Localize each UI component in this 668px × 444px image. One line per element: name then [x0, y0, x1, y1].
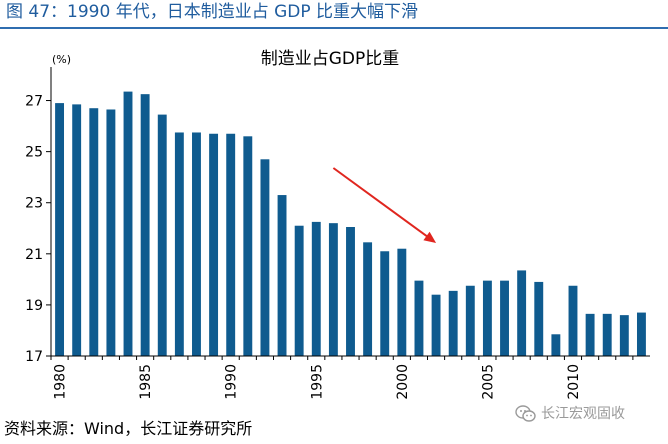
watermark: 长江宏观固收: [515, 402, 665, 426]
y-tick-label: 19: [25, 298, 43, 314]
bar-1984: [123, 91, 133, 356]
y-tick-label: 25: [25, 145, 43, 161]
bar-1985: [140, 94, 150, 356]
arrow-head: [423, 231, 437, 243]
bar-1980: [55, 103, 65, 356]
bar-2006: [500, 280, 509, 356]
axes-group: [46, 67, 650, 360]
x-tick-label: 1990: [224, 364, 240, 400]
bar-1988: [192, 132, 201, 356]
bar-1992: [260, 159, 270, 356]
bar-2004: [465, 285, 475, 356]
bar-2012: [602, 313, 612, 356]
bar-2007: [517, 270, 527, 356]
bar-2001: [414, 280, 424, 356]
x-tick-label: 1980: [53, 364, 69, 400]
bar-2003: [448, 290, 458, 356]
bar-1998: [363, 242, 373, 356]
bar-2013: [619, 315, 629, 356]
source-note: 资料来源：Wind，长江证券研究所: [4, 419, 253, 438]
chart-title: 制造业占GDP比重: [261, 49, 400, 69]
bar-1994: [294, 225, 304, 356]
bar-1987: [174, 132, 184, 356]
bar-1996: [328, 223, 338, 356]
x-tick-labels: 1980 1985 1990 1995 2000 2005 2010: [53, 364, 582, 400]
y-tick-label: 27: [25, 94, 43, 110]
figure-title: 图 47：1990 年代，日本制造业占 GDP 比重大幅下滑: [6, 2, 419, 22]
bar-2010: [568, 285, 578, 356]
bar-1997: [346, 227, 355, 356]
bars-group: [55, 91, 646, 357]
bar-2011: [585, 313, 595, 356]
x-tick-label: 1995: [309, 364, 325, 400]
bar-1995: [311, 221, 321, 356]
bar-1989: [209, 133, 219, 356]
y-tick-label: 17: [25, 349, 43, 365]
x-tick-label: 2010: [566, 364, 582, 400]
bar-1993: [277, 195, 287, 356]
y-tick-labels: 17 19 21 23 25 27: [25, 94, 43, 365]
arrow-shaft: [332, 167, 429, 238]
wechat-icon: [515, 405, 536, 422]
y-tick-label: 21: [25, 247, 43, 263]
x-tick-label: 1985: [138, 364, 154, 400]
bar-1982: [89, 108, 99, 357]
bar-1991: [243, 136, 253, 356]
y-unit-label: (%): [52, 53, 71, 66]
x-tick-label: 2000: [395, 364, 411, 400]
trend-arrow: [332, 167, 437, 243]
x-tick-label: 2005: [480, 364, 496, 400]
bar-2009: [551, 334, 561, 356]
bar-1981: [72, 104, 82, 356]
bar-2014: [636, 312, 646, 356]
bar-1986: [157, 114, 167, 356]
bar-1999: [380, 251, 390, 356]
watermark-text: 长江宏观固收: [541, 406, 625, 422]
bar-2000: [397, 248, 407, 356]
y-tick-label: 23: [25, 196, 43, 212]
bar-1990: [226, 133, 236, 356]
bar-1983: [106, 109, 116, 357]
bar-2002: [431, 294, 441, 356]
title-underline: [0, 27, 668, 29]
bar-2008: [534, 281, 544, 356]
bar-2005: [482, 280, 492, 356]
